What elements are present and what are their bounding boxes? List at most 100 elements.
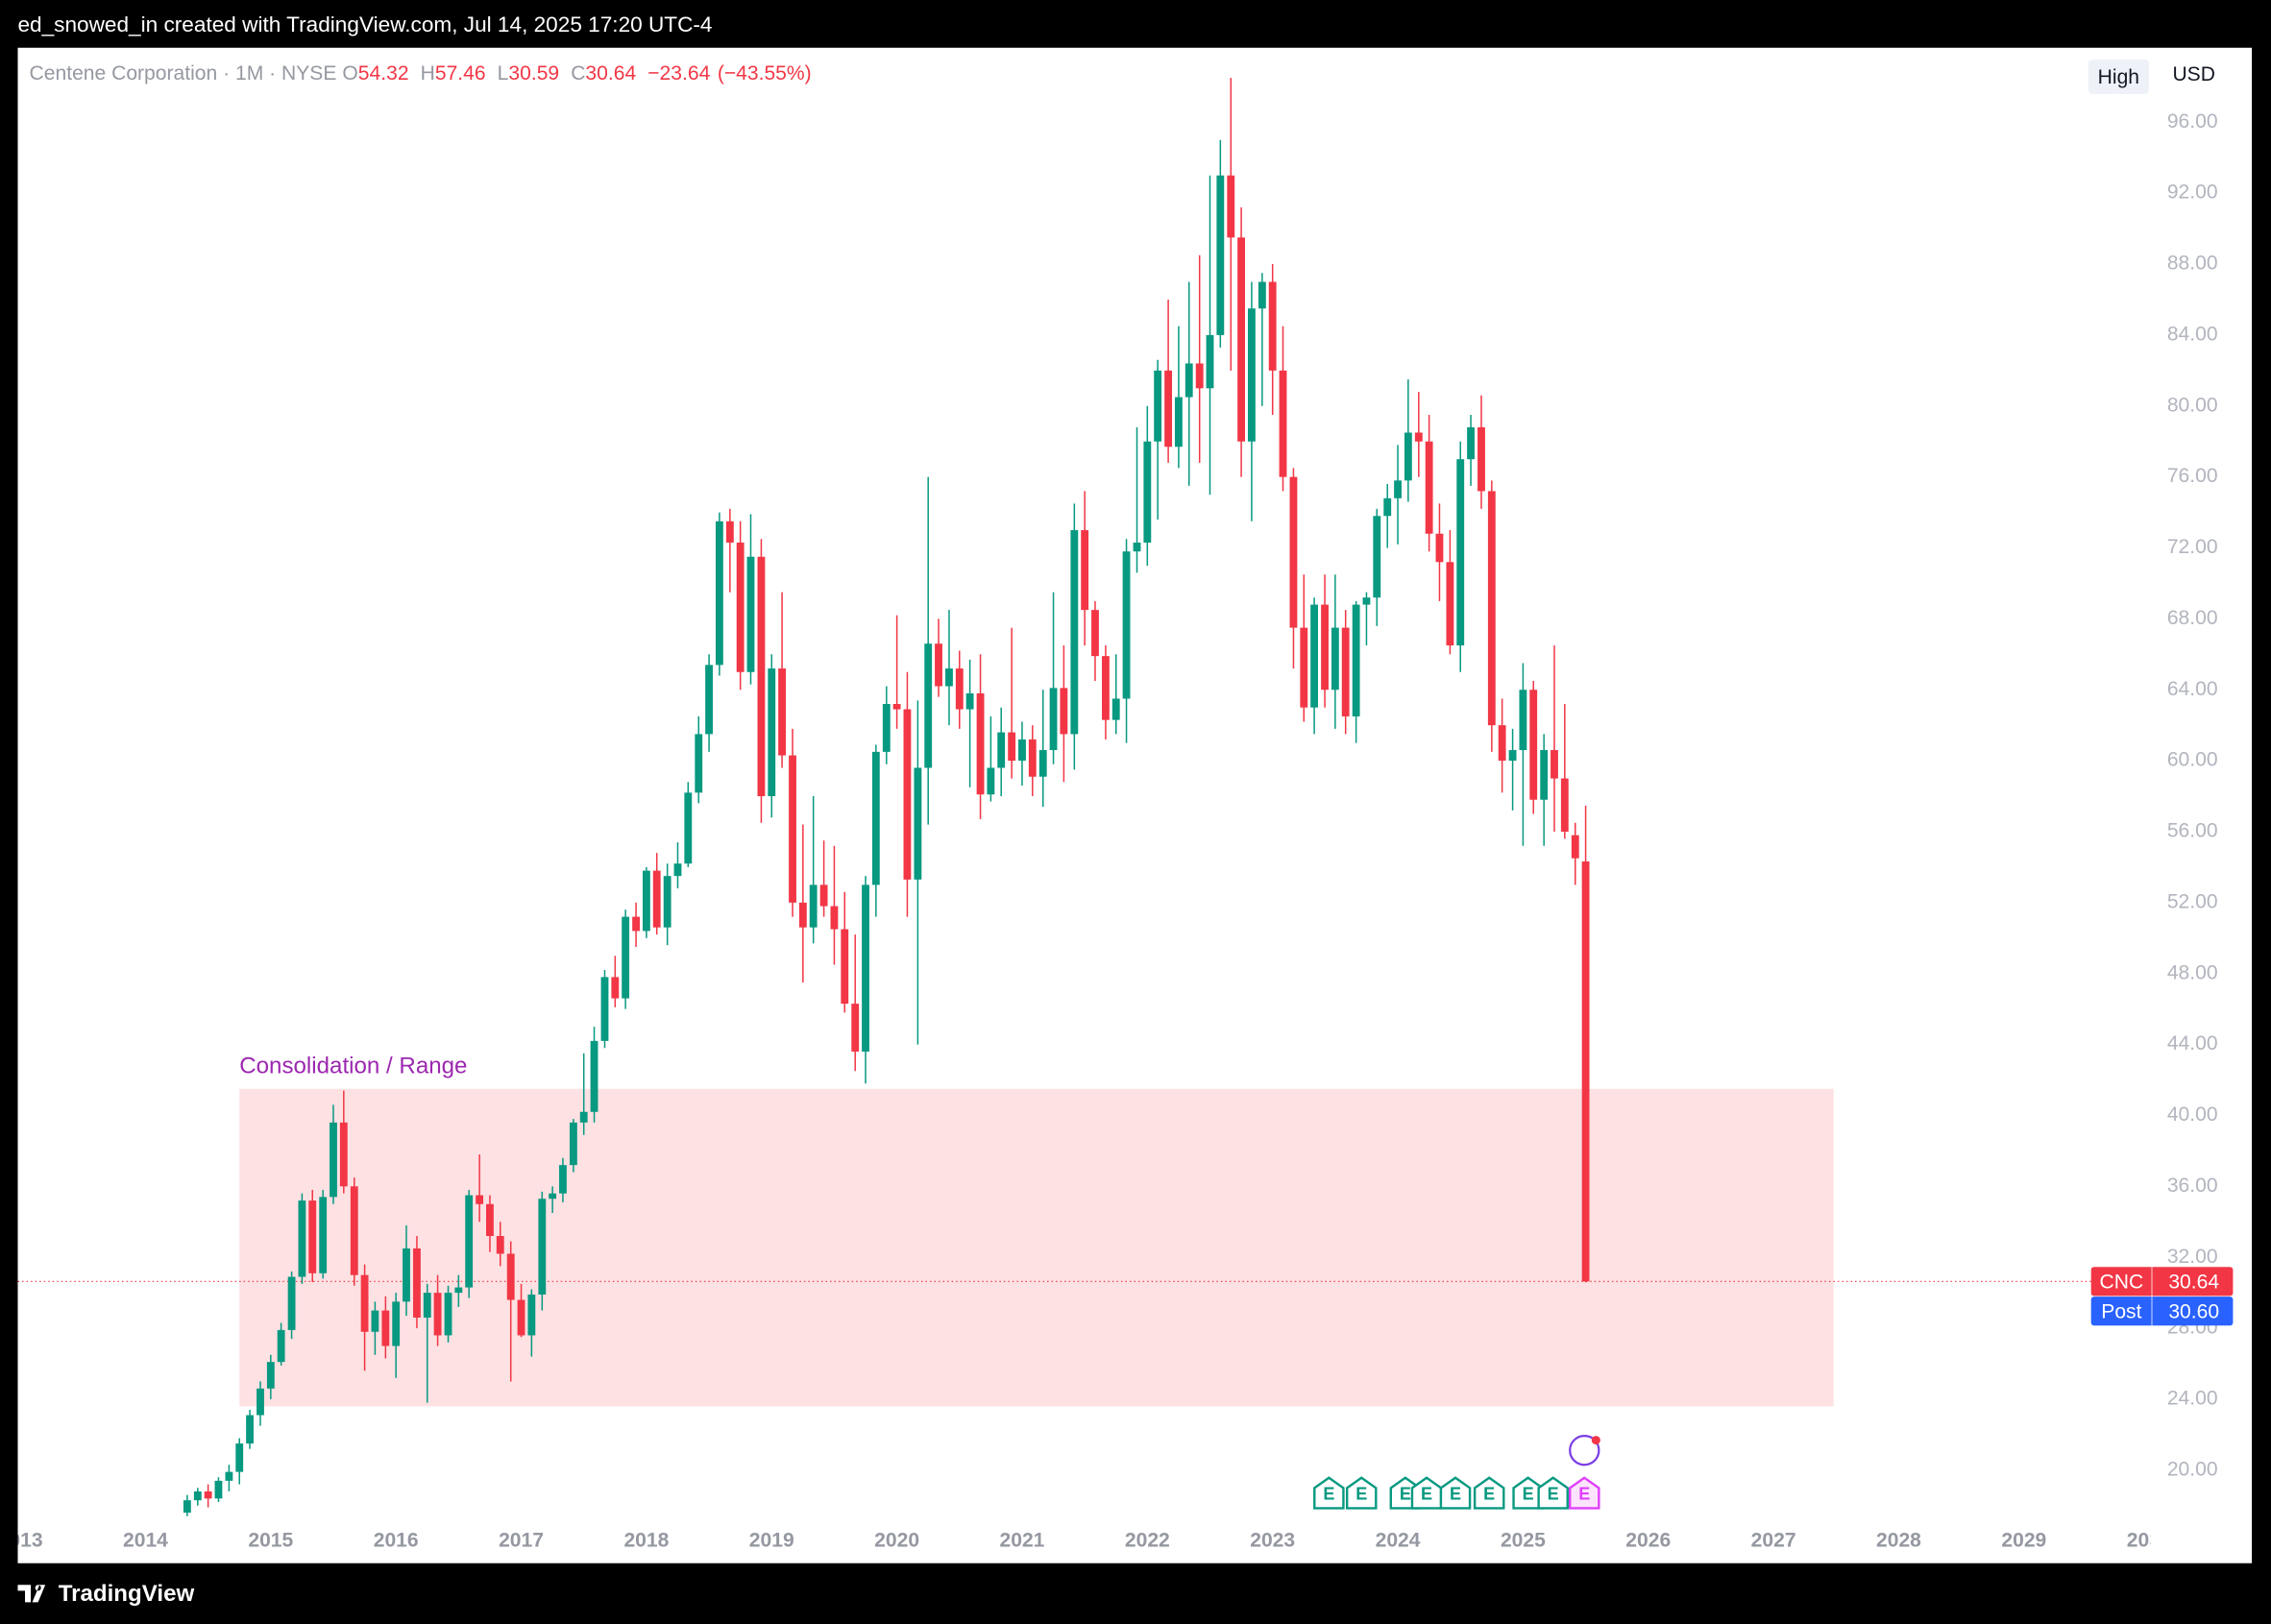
candle-body xyxy=(945,668,953,687)
candle-body xyxy=(339,1122,348,1187)
price-tag xyxy=(2090,1297,2234,1326)
candle-body xyxy=(527,1294,536,1336)
high-button-label[interactable]: High xyxy=(2098,66,2139,88)
price-tag-name: CNC xyxy=(2100,1271,2144,1293)
high-button[interactable] xyxy=(2088,59,2149,94)
candle-body xyxy=(1237,237,1246,442)
candle-body xyxy=(1289,476,1298,628)
candle-body xyxy=(1268,281,1277,371)
candle-body xyxy=(193,1491,202,1501)
candle-body xyxy=(308,1200,317,1273)
candle-body xyxy=(705,665,713,735)
candle-body xyxy=(1164,370,1173,448)
earnings-marker: E xyxy=(1410,1476,1443,1510)
candle-body xyxy=(454,1287,463,1294)
candle-body xyxy=(1383,497,1392,517)
candle-body xyxy=(235,1443,244,1472)
earnings-marker: E xyxy=(1439,1476,1472,1510)
x-tick-label: 2024 xyxy=(1376,1530,1421,1552)
candle-body xyxy=(1529,690,1538,800)
ohlc-value: 57.46 xyxy=(435,61,486,84)
alert-icon xyxy=(1569,1434,1600,1466)
candle-body xyxy=(298,1200,306,1277)
y-tick-label: 48.00 xyxy=(2167,961,2218,983)
candle-body xyxy=(1018,739,1026,762)
x-tick-label: 2022 xyxy=(1125,1530,1170,1552)
candle-body xyxy=(1247,308,1256,442)
price-tag-value: 30.60 xyxy=(2168,1300,2219,1322)
candle-body xyxy=(1081,530,1089,611)
candle-body xyxy=(757,556,766,797)
candle-body xyxy=(736,542,745,672)
candle-body xyxy=(277,1329,285,1363)
candle-body xyxy=(976,692,985,795)
earnings-label: E xyxy=(1323,1485,1334,1504)
candle-body xyxy=(330,1122,337,1198)
y-tick-label: 92.00 xyxy=(2167,182,2218,204)
earnings-icon xyxy=(1313,1476,1345,1510)
candle-body xyxy=(1477,426,1485,492)
y-tick-label: 60.00 xyxy=(2167,749,2218,771)
y-tick-label: 52.00 xyxy=(2167,890,2218,912)
y-tick-label: 64.00 xyxy=(2167,678,2218,700)
ohlc-label: O xyxy=(342,61,357,84)
candle-body xyxy=(673,863,682,877)
candle-body xyxy=(715,521,723,666)
candle-body xyxy=(465,1195,474,1288)
symbol-title: Centene Corporation · 1M · NYSE xyxy=(30,61,337,84)
y-axis: 20.0024.0028.0032.0036.0040.0044.0048.00… xyxy=(2167,110,2218,1480)
earnings-icon xyxy=(1439,1476,1472,1510)
candle-body xyxy=(1373,516,1381,598)
earnings-label: E xyxy=(1483,1485,1495,1504)
candle-body xyxy=(1216,175,1225,335)
candle-body xyxy=(1519,690,1527,751)
candle-body xyxy=(1487,491,1496,726)
y-tick-label: 80.00 xyxy=(2167,394,2218,416)
candle-body xyxy=(1551,750,1558,779)
candle-body xyxy=(663,876,672,928)
candle-body xyxy=(569,1122,577,1166)
candle-body xyxy=(403,1248,410,1302)
price-tag-name: Post xyxy=(2101,1300,2141,1322)
currency-button[interactable]: USD xyxy=(2172,63,2215,85)
y-tick-label: 84.00 xyxy=(2167,323,2218,345)
candle-body xyxy=(1362,597,1371,605)
candle-body xyxy=(1425,441,1433,534)
candle-body xyxy=(955,668,964,710)
earnings-marker: E xyxy=(1313,1476,1345,1510)
candle-body xyxy=(1206,334,1214,389)
x-tick-label: 2023 xyxy=(1250,1530,1295,1552)
candle-body xyxy=(882,704,891,752)
candle-body xyxy=(590,1040,598,1112)
earnings-label: E xyxy=(1450,1485,1461,1504)
candle-body xyxy=(611,977,620,999)
earnings-label: E xyxy=(1421,1485,1432,1504)
candle-body xyxy=(1394,480,1402,498)
candle-body xyxy=(1467,426,1475,460)
candle-body xyxy=(183,1500,191,1514)
candle-body xyxy=(350,1186,358,1275)
y-tick-label: 76.00 xyxy=(2167,465,2218,487)
candle-body xyxy=(851,1004,860,1052)
candle-body xyxy=(1435,533,1444,563)
candle-body xyxy=(1321,604,1329,691)
candle-body xyxy=(559,1165,567,1194)
candle-body xyxy=(225,1471,233,1481)
earnings-marker: E xyxy=(1473,1476,1505,1510)
candle-body xyxy=(987,767,995,795)
earnings-label: E xyxy=(1578,1485,1590,1504)
x-tick-label: 2028 xyxy=(1876,1530,1921,1552)
candle-body xyxy=(381,1310,390,1346)
candle-body xyxy=(841,929,849,1005)
ohlc-value: 30.59 xyxy=(508,61,559,84)
candle-body xyxy=(684,792,693,864)
chart-area xyxy=(17,47,2252,1563)
candle-body xyxy=(1184,363,1193,398)
ohlc-label: H xyxy=(421,61,435,84)
candle-body xyxy=(1195,363,1204,389)
candle-body xyxy=(1498,725,1506,762)
x-tick-label: 2030 xyxy=(2127,1530,2172,1552)
candle-body xyxy=(1049,688,1058,751)
price-tag-value: 30.64 xyxy=(2168,1271,2219,1293)
candle-body xyxy=(392,1301,401,1346)
